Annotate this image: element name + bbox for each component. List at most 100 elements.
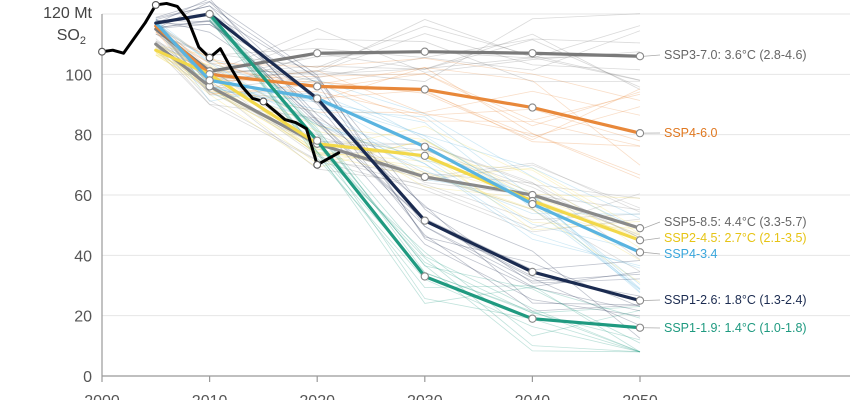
historical-line — [100, 1, 341, 167]
label-leader — [643, 221, 661, 229]
gridlines — [102, 13, 850, 317]
x-tick-label: 2000 — [84, 393, 120, 400]
ensemble-line — [155, 30, 641, 166]
label-leader — [643, 299, 661, 301]
ensemble-line — [155, 31, 641, 121]
series-point — [313, 49, 322, 58]
series-point — [205, 76, 214, 85]
ensemble-line — [155, 41, 641, 272]
series-point — [528, 49, 537, 58]
series-point — [635, 236, 645, 245]
ensemble-line — [155, 23, 641, 176]
y-tick-label: 100 — [65, 67, 92, 84]
series-point — [205, 9, 214, 19]
x-tick-label: 2010 — [192, 393, 228, 400]
ensemble-line — [155, 1, 641, 339]
y-axis-label-unit: 120 Mt — [43, 5, 92, 22]
ensemble-line — [155, 18, 641, 267]
axes: 020406080100200020102020203020402050 — [65, 14, 850, 400]
series-line-ssp4-3.4 — [154, 21, 642, 254]
y-tick-label: 20 — [74, 309, 92, 326]
ensemble-line — [155, 41, 641, 229]
scenario-series — [154, 9, 645, 332]
historical-point — [313, 160, 322, 169]
series-point — [420, 272, 429, 281]
series-point — [635, 224, 645, 233]
y-tick-label: 0 — [83, 369, 92, 386]
ensemble-line — [155, 19, 641, 317]
ensemble-line — [155, 54, 641, 239]
ensemble-line — [155, 0, 641, 326]
series-point — [635, 52, 645, 61]
y-tick-label: 60 — [74, 188, 92, 205]
series-labels: SSP3-7.0: 3.6°C (2.8-4.6) SSP4-6.0 SSP5-8.… — [643, 48, 807, 335]
historical-point — [205, 53, 214, 62]
series-point — [635, 248, 645, 257]
y-tick-label: 40 — [74, 248, 92, 265]
ensemble-line — [155, 45, 641, 249]
ensemble-line — [155, 28, 641, 101]
ensemble-line — [155, 19, 641, 297]
ensemble-line — [209, 19, 641, 353]
ensemble-line — [155, 0, 641, 312]
ensemble-line — [155, 28, 641, 75]
series-label-ssp4-3.4: SSP4-3.4 — [664, 247, 718, 261]
ensemble-line — [155, 20, 641, 288]
series-line-ssp1-2.6 — [154, 12, 642, 303]
series-label-ssp4-6.0: SSP4-6.0 — [664, 126, 718, 140]
ensemble-line — [209, 13, 641, 319]
ensemble-line — [155, 24, 641, 294]
series-point — [635, 296, 645, 305]
ensemble-line — [155, 44, 641, 239]
ensemble-line — [155, 49, 641, 260]
ensemble-line — [155, 5, 641, 282]
series-point — [313, 82, 322, 91]
ensemble-line — [155, 52, 641, 230]
ensemble-line — [209, 16, 641, 337]
series-point — [313, 94, 322, 103]
ensemble-line — [155, 19, 641, 312]
series-point — [528, 103, 537, 112]
label-leader — [643, 54, 661, 57]
historical-point — [259, 97, 268, 106]
x-tick-label: 2030 — [407, 393, 443, 400]
ensemble-line — [155, 19, 641, 291]
y-axis-label-species: SO2 — [57, 27, 86, 47]
series-point — [313, 136, 322, 145]
ensemble-line — [155, 21, 641, 116]
y-tick-label: 80 — [74, 128, 92, 145]
ensemble-line — [155, 23, 641, 251]
series-point — [420, 142, 429, 151]
ensemble-line — [155, 51, 641, 236]
series-point — [635, 323, 645, 332]
series-label-ssp2-4.5: SSP2-4.5: 2.7°C (2.1-3.5) — [664, 231, 807, 245]
series-label-ssp1-2.6: SSP1-2.6: 1.8°C (1.3-2.4) — [664, 293, 807, 307]
ensemble-line — [155, 25, 641, 147]
series-point — [420, 151, 429, 160]
series-label-ssp3-7.0: SSP3-7.0: 3.6°C (2.8-4.6) — [664, 48, 807, 62]
series-point — [420, 85, 429, 94]
series-point — [528, 314, 537, 323]
label-leader — [643, 237, 661, 241]
historical-point — [151, 0, 160, 9]
historical-point — [98, 47, 106, 56]
historical-series — [98, 0, 341, 169]
series-point — [635, 129, 645, 138]
series-point — [528, 199, 537, 209]
series-line-ssp4-6.0 — [154, 24, 642, 135]
ensemble-line — [155, 29, 641, 179]
x-tick-label: 2050 — [622, 393, 658, 400]
x-tick-label: 2020 — [299, 393, 335, 400]
ensemble-line — [155, 22, 641, 147]
series-point — [528, 267, 537, 277]
series-point — [420, 216, 429, 225]
series-label-ssp5-8.5: SSP5-8.5: 4.4°C (3.3-5.7) — [664, 215, 807, 229]
ensemble-line — [155, 48, 641, 233]
series-label-ssp1-1.9: SSP1-1.9: 1.4°C (1.0-1.8) — [664, 321, 807, 335]
ensemble-line — [155, 26, 641, 230]
series-point — [420, 47, 429, 56]
label-leader — [643, 251, 661, 255]
series-point — [420, 172, 429, 182]
